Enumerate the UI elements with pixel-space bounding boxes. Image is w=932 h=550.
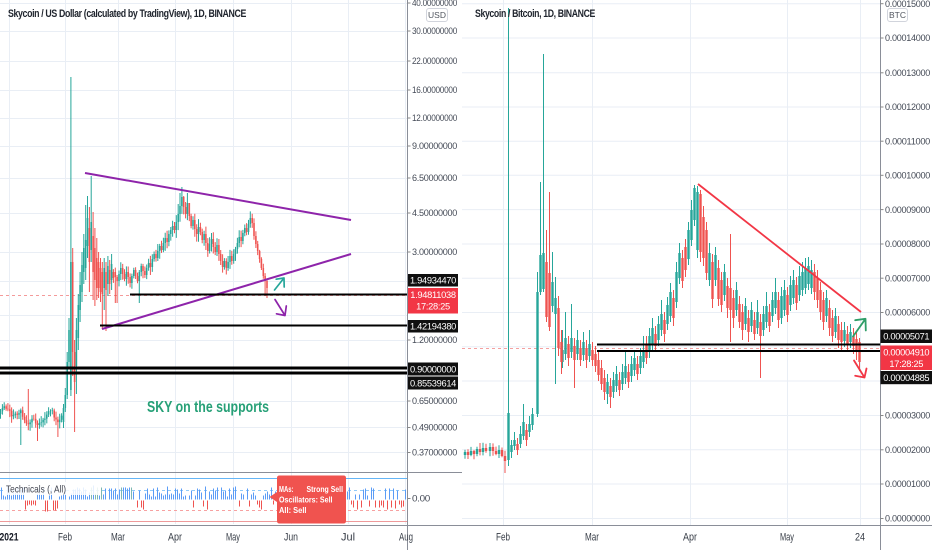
svg-text:17:28:25: 17:28:25 — [889, 359, 923, 369]
svg-text:Mar: Mar — [585, 532, 599, 544]
svg-text:Jun: Jun — [284, 532, 298, 544]
svg-text:Jul: Jul — [341, 532, 355, 544]
svg-text:Apr: Apr — [168, 532, 182, 544]
svg-text:Feb: Feb — [58, 532, 72, 544]
svg-text:May: May — [226, 532, 240, 544]
svg-text:0.65000000: 0.65000000 — [412, 396, 457, 406]
svg-text:6.50000000: 6.50000000 — [412, 173, 457, 183]
svg-text:0.00010000: 0.00010000 — [885, 171, 930, 181]
svg-text:1.20000000: 1.20000000 — [412, 335, 457, 345]
svg-text:Mar: Mar — [111, 532, 125, 544]
svg-text:Feb: Feb — [496, 532, 510, 544]
svg-text:1.94934470: 1.94934470 — [410, 276, 456, 286]
svg-text:USD: USD — [428, 10, 446, 20]
svg-text:0.00011000: 0.00011000 — [885, 136, 930, 146]
svg-text:0.00004910: 0.00004910 — [883, 348, 929, 358]
svg-text:9.00000000: 9.00000000 — [412, 141, 457, 151]
svg-text:0.00013000: 0.00013000 — [885, 68, 930, 78]
svg-text:0.90000000: 0.90000000 — [410, 364, 456, 374]
svg-text:0.37000000: 0.37000000 — [412, 448, 457, 458]
svg-text:4.50000000: 4.50000000 — [412, 208, 457, 218]
svg-text:Skycoin / US Dollar (calculate: Skycoin / US Dollar (calculated by Tradi… — [8, 8, 246, 20]
svg-text:1.94811038: 1.94811038 — [410, 290, 456, 300]
svg-text:0.00003000: 0.00003000 — [885, 411, 930, 421]
svg-text:Skycoin / Bitcoin, 1D, BINANCE: Skycoin / Bitcoin, 1D, BINANCE — [475, 8, 595, 20]
svg-text:0.00007000: 0.00007000 — [885, 273, 930, 283]
svg-text:Strong Sell: Strong Sell — [307, 484, 344, 494]
svg-text:0.00000000: 0.00000000 — [885, 514, 930, 524]
svg-text:0.00009000: 0.00009000 — [885, 205, 930, 215]
svg-text:MAs:: MAs: — [279, 484, 294, 494]
svg-text:0.49000000: 0.49000000 — [412, 423, 457, 433]
svg-text:0.00008000: 0.00008000 — [885, 239, 930, 249]
svg-text:Oscillators: Sell: Oscillators: Sell — [279, 495, 333, 505]
svg-text:24: 24 — [855, 532, 865, 544]
svg-text:0.00: 0.00 — [412, 494, 430, 504]
svg-text:30.00000000: 30.00000000 — [412, 26, 457, 36]
svg-text:12.00000000: 12.00000000 — [412, 113, 457, 123]
svg-text:0.00012000: 0.00012000 — [885, 102, 930, 112]
svg-text:0.00004885: 0.00004885 — [883, 373, 929, 383]
svg-text:May: May — [780, 532, 794, 544]
svg-text:0.00005071: 0.00005071 — [883, 332, 929, 342]
svg-text:0.00001000: 0.00001000 — [885, 479, 930, 489]
svg-text:0.00006000: 0.00006000 — [885, 308, 930, 318]
svg-text:SKY on the supports: SKY on the supports — [147, 399, 269, 416]
svg-text:22.00000000: 22.00000000 — [412, 56, 457, 66]
svg-text:0.00002000: 0.00002000 — [885, 445, 930, 455]
svg-text:1.42194380: 1.42194380 — [410, 322, 456, 332]
svg-text:0.00015000: 0.00015000 — [885, 0, 930, 9]
svg-text:BTC: BTC — [889, 10, 906, 20]
svg-text:0.85539614: 0.85539614 — [410, 378, 456, 388]
svg-text:Aug: Aug — [399, 532, 413, 544]
svg-text:0.00014000: 0.00014000 — [885, 33, 930, 43]
svg-text:16.00000000: 16.00000000 — [412, 85, 457, 95]
svg-text:Technicals (, All): Technicals (, All) — [6, 484, 66, 496]
svg-text:17:28:25: 17:28:25 — [416, 302, 450, 312]
svg-text:All: Sell: All: Sell — [279, 505, 307, 515]
svg-text:40.00000000: 40.00000000 — [412, 0, 457, 8]
svg-text:Apr: Apr — [683, 532, 697, 544]
svg-text:3.00000000: 3.00000000 — [412, 247, 457, 257]
svg-text:2021: 2021 — [0, 532, 19, 544]
